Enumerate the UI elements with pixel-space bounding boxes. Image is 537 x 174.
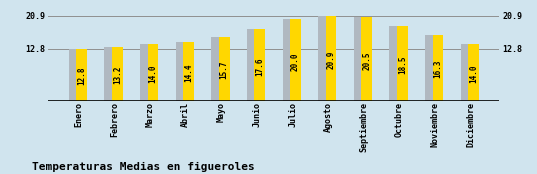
Text: 12.8: 12.8: [77, 67, 86, 85]
Bar: [76, 49, 87, 101]
Text: 14.4: 14.4: [184, 64, 193, 82]
Text: 16.3: 16.3: [433, 60, 442, 78]
Bar: [354, 17, 365, 101]
Bar: [212, 37, 222, 101]
Bar: [140, 44, 151, 101]
Text: 14.0: 14.0: [148, 64, 157, 83]
Bar: [255, 29, 265, 101]
Bar: [397, 26, 408, 101]
Bar: [290, 19, 301, 101]
Bar: [389, 26, 400, 101]
Text: 15.7: 15.7: [220, 61, 229, 80]
Bar: [361, 17, 372, 101]
Bar: [318, 16, 329, 101]
Bar: [425, 35, 436, 101]
Bar: [176, 42, 186, 101]
Text: 14.0: 14.0: [469, 64, 478, 83]
Bar: [105, 47, 115, 101]
Bar: [183, 42, 194, 101]
Bar: [461, 44, 471, 101]
Bar: [433, 35, 443, 101]
Text: Temperaturas Medias en figueroles: Temperaturas Medias en figueroles: [32, 162, 255, 172]
Text: 17.6: 17.6: [255, 57, 264, 76]
Text: 20.5: 20.5: [362, 52, 371, 70]
Bar: [148, 44, 158, 101]
Text: 20.0: 20.0: [291, 53, 300, 71]
Bar: [247, 29, 258, 101]
Text: 18.5: 18.5: [398, 56, 407, 74]
Bar: [69, 49, 79, 101]
Bar: [219, 37, 229, 101]
Bar: [326, 16, 336, 101]
Bar: [112, 47, 122, 101]
Text: 20.9: 20.9: [326, 51, 336, 69]
Bar: [468, 44, 479, 101]
Bar: [282, 19, 293, 101]
Text: 13.2: 13.2: [113, 66, 122, 84]
